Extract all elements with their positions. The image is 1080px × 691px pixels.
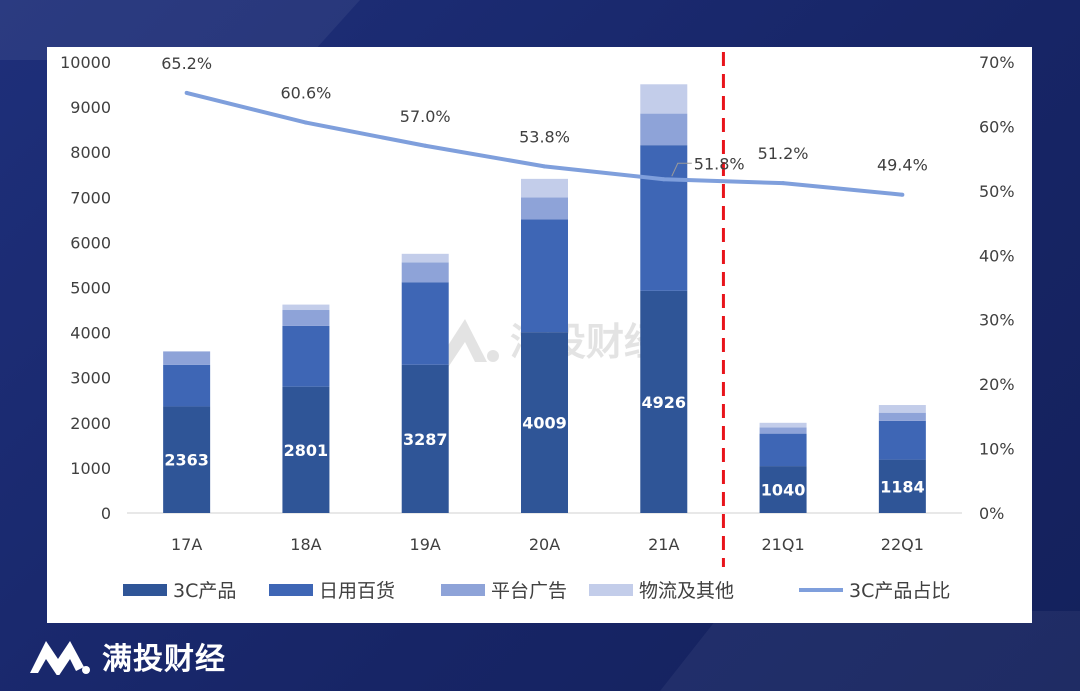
line-data-label: 53.8% <box>519 127 570 146</box>
y-left-tick-label: 1000 <box>70 459 111 478</box>
line-point <box>423 143 428 148</box>
y-left-tick-label: 4000 <box>70 324 111 343</box>
bar-data-label: 2801 <box>284 441 329 460</box>
line-point <box>781 181 786 186</box>
y-left-tick-label: 6000 <box>70 233 111 252</box>
bar-segment <box>759 466 807 513</box>
bar-segment <box>521 219 568 333</box>
brand: 满投财经 <box>28 636 226 677</box>
line-data-label: 49.4% <box>877 156 928 175</box>
chart-panel: 满投财经 0 1000 2000 3000 4000 5000 6000 7000 8000 90… <box>47 47 1032 623</box>
x-tick-label: 18A <box>290 535 321 554</box>
x-tick-label: 17A <box>171 535 202 554</box>
bar-segment <box>878 405 926 413</box>
line-data-label: 51.2% <box>758 144 809 163</box>
bar-segment <box>878 412 926 421</box>
y-left-tick-label: 5000 <box>70 279 111 298</box>
legend-label: 3C产品占比 <box>849 580 950 602</box>
bar-segment <box>521 178 568 198</box>
bar-segment <box>282 304 330 311</box>
legend-swatch <box>589 584 633 596</box>
y-left-tick-label: 0 <box>101 504 111 523</box>
line-data-label: 60.6% <box>281 84 332 103</box>
legend: 3C产品 日用百货 平台广告 物流及其他 3C产品占比 <box>123 580 950 602</box>
y-right-tick-label: 50% <box>979 182 1015 201</box>
brand-name: 满投财经 <box>102 642 226 677</box>
legend-label: 物流及其他 <box>639 580 734 602</box>
bar-data-label: 3287 <box>403 430 448 449</box>
bar-segment <box>163 406 211 513</box>
bar-segment <box>521 332 568 513</box>
y-right-tick-label: 20% <box>979 375 1015 394</box>
watermark-logo-dot <box>487 350 499 362</box>
y-left-tick-label: 7000 <box>70 188 111 207</box>
bar-segment <box>401 262 449 283</box>
bar-segment <box>640 84 688 114</box>
bar-segment <box>759 422 807 428</box>
y-right-tick-label: 70% <box>979 53 1015 72</box>
line-data-label: 57.0% <box>400 107 451 126</box>
line-point <box>900 192 905 197</box>
legend-label: 3C产品 <box>173 580 236 602</box>
y-left-tick-label: 2000 <box>70 414 111 433</box>
legend-swatch <box>441 584 485 596</box>
bar-segment <box>163 364 211 407</box>
legend-swatch <box>123 584 167 596</box>
bar-segment <box>878 459 926 513</box>
line-point <box>542 164 547 169</box>
bar-data-label: 1184 <box>880 477 925 496</box>
bar-data-label: 2363 <box>164 451 209 470</box>
bar-segment <box>401 364 449 513</box>
bar-segment <box>401 282 449 365</box>
bar-segment <box>878 420 926 460</box>
y-right-tick-label: 10% <box>979 440 1015 459</box>
x-tick-label: 20A <box>529 535 560 554</box>
y-left-tick-label: 8000 <box>70 143 111 162</box>
line-label-leader <box>671 162 692 177</box>
bar-data-label: 4926 <box>642 393 687 412</box>
y-left-tick-label: 3000 <box>70 369 111 388</box>
bar-segment <box>282 310 330 326</box>
line-point <box>661 177 666 182</box>
line-point <box>303 120 308 125</box>
y-left-tick-label: 10000 <box>60 53 111 72</box>
bar-segment <box>163 351 211 365</box>
x-tick-label: 19A <box>410 535 441 554</box>
bar-segment <box>401 253 449 263</box>
x-tick-label: 21A <box>648 535 679 554</box>
y-right-tick-label: 60% <box>979 117 1015 136</box>
bar-segment <box>640 290 688 513</box>
background-decoration <box>660 611 1080 691</box>
bar-segment <box>759 433 807 467</box>
y-right-tick-label: 40% <box>979 246 1015 265</box>
m-logo-icon <box>30 641 90 675</box>
legend-label: 日用百货 <box>319 580 395 602</box>
bar-segment <box>521 197 568 220</box>
legend-swatch <box>269 584 313 596</box>
x-tick-label: 21Q1 <box>762 535 805 554</box>
line-data-label: 65.2% <box>161 54 212 73</box>
bar-segment <box>640 113 688 146</box>
bar-data-label: 1040 <box>761 481 806 500</box>
line-point <box>184 90 189 95</box>
bar-segment <box>282 386 330 513</box>
chart: 满投财经 01000200030004000500060007000800090… <box>60 52 1015 602</box>
bar-segment <box>640 145 688 291</box>
y-right-tick-label: 30% <box>979 311 1015 330</box>
y-right-tick-label: 0% <box>979 504 1004 523</box>
y-left-tick-label: 9000 <box>70 98 111 117</box>
line-data-label: 51.8% <box>694 154 745 173</box>
legend-label: 平台广告 <box>491 580 567 602</box>
bar-segment <box>282 325 330 387</box>
x-tick-label: 22Q1 <box>881 535 924 554</box>
bar-data-label: 4009 <box>522 414 567 433</box>
bar-segment <box>759 427 807 434</box>
